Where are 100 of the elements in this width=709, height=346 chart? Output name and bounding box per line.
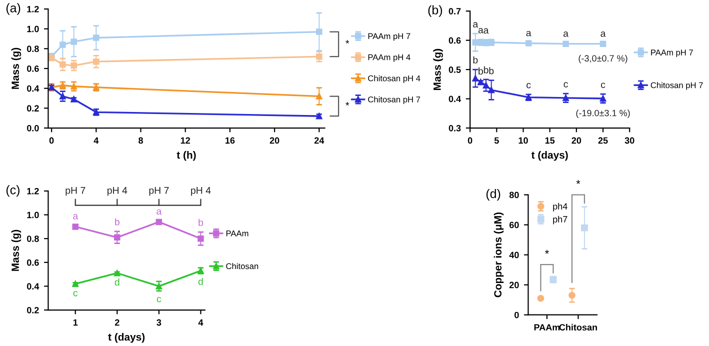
y-tick-label: 0.6: [448, 37, 461, 44]
annotation: pH 4: [108, 187, 128, 196]
text: *: [346, 102, 350, 106]
data-label: a: [600, 32, 606, 37]
legend-label: Chitosan pH 4: [368, 75, 420, 83]
data-label: a: [473, 22, 478, 28]
data-label: c: [156, 296, 162, 302]
point: [525, 40, 532, 46]
data-label: c: [600, 82, 606, 88]
point: [70, 38, 77, 45]
y-tick-label: 0.6: [26, 65, 39, 72]
point: [198, 235, 204, 242]
x-tick-label: 5: [494, 137, 499, 144]
y-tick-label: 0.0: [26, 124, 39, 132]
data-label: c: [564, 82, 568, 88]
point: [488, 86, 494, 94]
y-tick-label: 20: [509, 282, 519, 288]
point: [60, 42, 66, 48]
x-axis-title: t (days): [531, 151, 568, 161]
point: [482, 82, 490, 88]
point: [70, 62, 77, 69]
point: [600, 95, 606, 102]
point: [156, 283, 162, 290]
text: *: [346, 40, 350, 44]
y-tick-label: 1.2: [27, 6, 39, 12]
y-tick-label: 1.0: [27, 26, 39, 32]
point: [93, 34, 100, 41]
annotation: (-19.0±3.1 %): [576, 110, 630, 118]
x-tick-label: 10: [518, 137, 528, 144]
x-tick-label: 4: [198, 319, 204, 326]
y-tick-label: 0.4: [26, 85, 40, 92]
legend-label: Chitosan pH 7: [650, 82, 703, 90]
data-label: a: [563, 32, 568, 37]
data-label: b: [478, 67, 483, 75]
point: [114, 234, 120, 241]
data-label: b: [484, 66, 488, 74]
point: [60, 61, 66, 68]
annotation: (-3,0±0.7 %): [578, 54, 628, 64]
legend-label: PAAm pH 7: [368, 33, 410, 41]
y-tick-label: 0.2: [26, 306, 39, 314]
y-tick-label: 0.6: [26, 259, 39, 266]
data-label: a: [73, 214, 78, 220]
point: [72, 224, 78, 230]
data-label: d: [114, 278, 120, 286]
point: [70, 83, 77, 90]
legend-label: PAAm pH 4: [368, 54, 410, 62]
data-label: a: [478, 28, 484, 34]
legend-label: ph4: [553, 202, 568, 212]
x-axis-title: t (h): [176, 151, 196, 161]
y-tick-label: 0.2: [26, 105, 39, 112]
x-tick-label: 0: [49, 137, 54, 144]
x-tick-label: Chitosan: [559, 324, 597, 331]
text: (b): [428, 5, 442, 17]
point: [316, 93, 322, 100]
point: [60, 93, 66, 100]
text: (d): [486, 188, 500, 201]
x-tick-label: 16: [226, 137, 235, 144]
point: [562, 40, 569, 47]
y-tick-label: 0.3: [448, 124, 461, 132]
text: (c): [6, 185, 20, 197]
text: (a): [6, 3, 20, 15]
y-tick-label: 80: [509, 192, 519, 198]
point: [156, 218, 162, 226]
y-tick-label: 0.7: [448, 8, 461, 14]
y-tick-label: 0.4: [26, 283, 40, 290]
legend-label: Chitosan: [226, 263, 258, 270]
y-tick-label: 0.4: [448, 96, 461, 102]
legend-label: PAAm: [226, 230, 248, 236]
legend-label: Chitosan pH 7: [368, 96, 420, 104]
point: [600, 40, 606, 47]
y-tick-label: 0: [514, 312, 519, 318]
x-tick-label: 1: [73, 319, 78, 326]
y-tick-label: 0.8: [26, 236, 39, 242]
y-axis-title: Mass (g): [11, 48, 22, 89]
data-label: a: [156, 209, 162, 215]
point: [316, 28, 322, 35]
text: *: [576, 180, 580, 184]
data-label: a: [526, 30, 532, 36]
data-label: d: [198, 278, 203, 286]
y-tick-label: 1.0: [27, 212, 39, 218]
point: [472, 75, 479, 82]
y-tick-label: 0.8: [26, 46, 39, 52]
data-label: b: [489, 67, 494, 74]
legend-label: ph7: [553, 216, 568, 224]
x-tick-label: 15: [545, 137, 555, 144]
x-tick-label: 20: [270, 137, 280, 144]
x-tick-label: 20: [572, 137, 582, 144]
data-label: c: [73, 291, 78, 296]
x-tick-label: 3: [156, 319, 162, 326]
y-tick-label: 40: [509, 252, 519, 258]
x-tick-label: 8: [138, 137, 143, 144]
x-axis-title: t (days): [108, 333, 145, 343]
data-label: c: [526, 82, 531, 88]
point: [93, 58, 100, 65]
x-tick-label: 4: [94, 137, 99, 144]
y-tick-label: 60: [509, 222, 519, 228]
data-label: b: [473, 56, 478, 64]
y-tick-label: 0.5: [448, 66, 461, 73]
x-tick-label: 24: [314, 137, 324, 144]
legend-label: PAAm pH 7: [651, 50, 693, 58]
